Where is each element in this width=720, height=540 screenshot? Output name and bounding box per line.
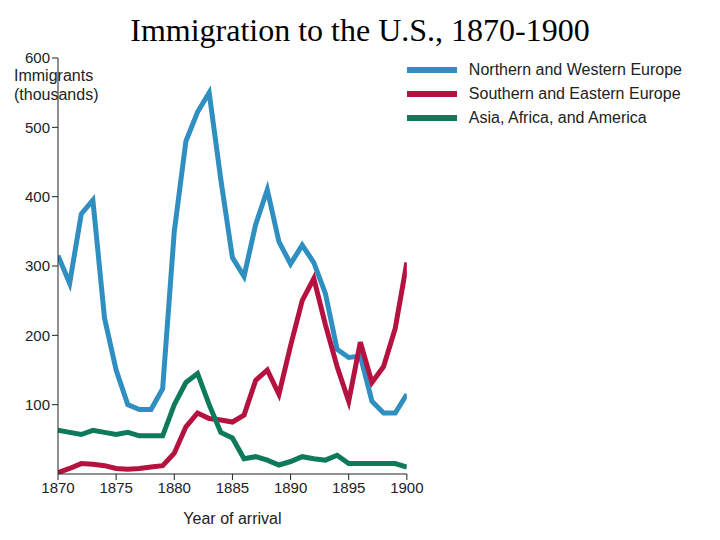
html-text:(thousands): (thousands) (14, 86, 99, 103)
svg-text:200: 200 (25, 327, 50, 344)
html-text:Asia, Africa, and America: Asia, Africa, and America (468, 109, 647, 126)
svg-text:100: 100 (25, 396, 50, 413)
svg-text:1880: 1880 (158, 479, 191, 496)
svg-text:1895: 1895 (332, 479, 365, 496)
html-text:Immigrants: Immigrants (14, 67, 94, 84)
svg-text:1890: 1890 (274, 479, 307, 496)
svg-text:1870: 1870 (41, 479, 74, 496)
svg-text:500: 500 (25, 119, 50, 136)
svg-text:Year of arrival: Year of arrival (183, 510, 281, 527)
svg-text:1875: 1875 (99, 479, 132, 496)
svg-text:400: 400 (25, 188, 50, 205)
svg-text:300: 300 (25, 257, 50, 274)
html-text:Northern and Western Europe: Northern and Western Europe (468, 61, 682, 78)
html-text:Immigration to the U.S., 1870-: Immigration to the U.S., 1870-1900 (130, 12, 590, 48)
svg-text:1885: 1885 (216, 479, 249, 496)
html-text:Southern and Eastern Europe: Southern and Eastern Europe (468, 85, 681, 102)
svg-text:600: 600 (25, 52, 50, 66)
svg-text:1900: 1900 (390, 479, 423, 496)
